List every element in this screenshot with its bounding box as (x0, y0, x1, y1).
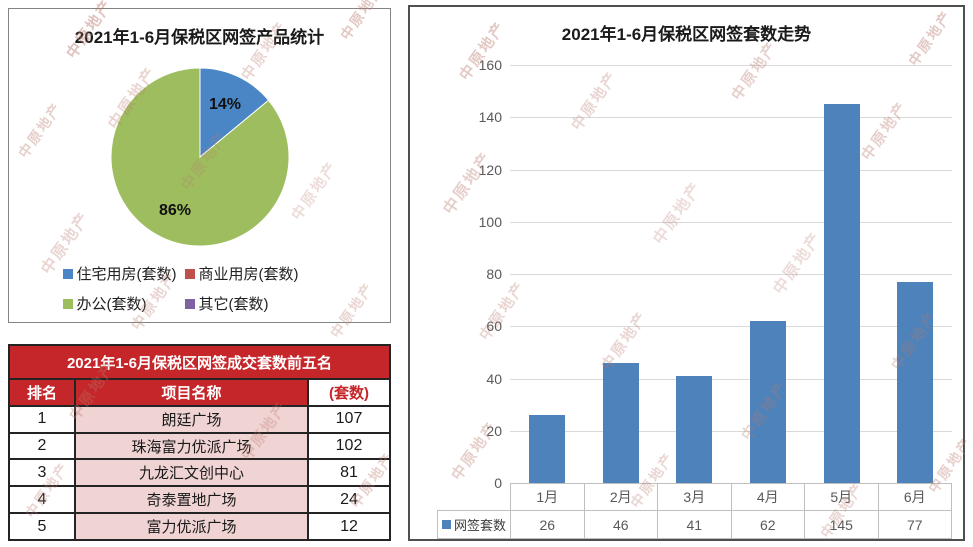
ranking-table-row: 3 九龙汇文创中心 81 (10, 458, 389, 486)
data-table-value-cell: 46 (583, 511, 658, 538)
ranking-cell-rank: 3 (10, 460, 74, 486)
gridline (510, 65, 952, 66)
x-axis-category-cell: 3月 (657, 484, 731, 510)
pie-legend: 住宅用房(套数) 商业用房(套数) 办公(套数) 其它(套数) (9, 263, 390, 314)
y-axis-tick-label: 20 (486, 422, 502, 439)
ranking-header-project: 项目名称 (74, 380, 307, 405)
ranking-table-row: 5 富力优派广场 12 (10, 512, 389, 539)
trend-chart-panel: 2021年1-6月保税区网签套数走势 1月 2月 3月 4月 5月 6月 26 46 41 62… (408, 5, 965, 541)
pie-legend-label: 住宅用房(套数) (76, 266, 177, 283)
trend-chart-title: 2021年1-6月保税区网签套数走势 (561, 25, 812, 44)
data-table-value-row: 26 46 41 62 145 77 (510, 510, 952, 539)
x-axis-category-cell: 6月 (877, 484, 952, 510)
y-axis-tick-label: 80 (486, 266, 502, 282)
ranking-cell-project: 朗廷广场 (74, 406, 307, 432)
pie-legend-swatch-icon (184, 268, 195, 279)
y-axis-tick-label: 0 (494, 475, 502, 491)
x-axis-category-cell: 1月 (536, 489, 559, 505)
pie-slice (110, 67, 289, 247)
ranking-table-title: 2021年1-6月保税区网签成交套数前五名 (10, 346, 389, 378)
ranking-header-count: (套数) (307, 380, 389, 405)
gridline (510, 326, 952, 328)
y-axis-tick-label: 100 (478, 213, 502, 230)
ranking-cell-rank: 2 (10, 433, 74, 459)
pie-legend-item: 住宅用房(套数) (62, 263, 185, 284)
pie-chart-title: 2021年1-6月保税区网签产品统计 (74, 28, 325, 47)
pie-legend-item: 其它(套数) (184, 293, 337, 314)
pie-slice-label: 86% (158, 202, 190, 219)
ranking-cell-project: 奇泰置地广场 (74, 487, 307, 513)
pie-legend-label: 商业用房(套数) (198, 266, 299, 283)
bar (897, 281, 934, 483)
pie-slice (199, 67, 269, 159)
gridline (510, 274, 952, 275)
gridline (510, 169, 952, 171)
bar (749, 321, 786, 483)
bar (676, 375, 713, 483)
data-table-value-cell: 77 (877, 511, 952, 538)
ranking-cell-count: 12 (307, 514, 389, 539)
y-axis-tick-label: 120 (478, 161, 502, 178)
pie-slice-label: 14% (208, 96, 240, 113)
ranking-cell-project: 富力优派广场 (74, 514, 307, 539)
bar (528, 415, 565, 483)
ranking-cell-count: 102 (307, 433, 389, 459)
pie-legend-item: 商业用房(套数) (184, 263, 337, 284)
series-legend-swatch-icon (441, 520, 451, 529)
pie-legend-label: 办公(套数) (76, 296, 147, 313)
data-table-value-cell: 62 (730, 511, 805, 538)
pie-legend-label: 其它(套数) (198, 296, 269, 313)
ranking-cell-count: 81 (307, 460, 389, 486)
pie-legend-swatch-icon (62, 298, 73, 309)
series-legend-label: 网签套数 (453, 518, 506, 533)
pie-legend-swatch-icon (62, 268, 73, 279)
y-axis-tick-label: 40 (486, 370, 502, 387)
x-axis-category-cell: 4月 (730, 484, 805, 510)
data-table-value-cell: 41 (657, 511, 731, 538)
gridline (510, 378, 952, 380)
pie-legend-swatch-icon (184, 298, 195, 309)
pie-chart-panel: 2021年1-6月保税区网签产品统计 14% 86% 住宅用房(套数) 商业用房(套… (8, 8, 391, 323)
ranking-cell-rank: 1 (10, 406, 74, 432)
ranking-table-row: 4 奇泰置地广场 24 (10, 485, 389, 513)
pie-chart: 14% 86% (110, 67, 289, 247)
data-table-value-cell: 26 (539, 516, 556, 533)
y-axis-tick-label: 140 (478, 109, 502, 126)
series-legend-cell: 网签套数 (437, 510, 511, 539)
gridline (510, 117, 952, 119)
y-axis-tick-label: 160 (478, 57, 502, 73)
ranking-table: 2021年1-6月保税区网签成交套数前五名 排名 项目名称 (套数) 1 朗廷广场… (8, 344, 391, 541)
gridline (510, 430, 952, 432)
ranking-cell-rank: 5 (10, 514, 74, 539)
ranking-header-rank: 排名 (10, 380, 74, 405)
pie-legend-item: 办公(套数) (62, 293, 185, 314)
bar (602, 362, 639, 483)
ranking-cell-rank: 4 (10, 487, 74, 513)
x-axis-category-row: 1月 2月 3月 4月 5月 6月 (510, 483, 952, 511)
ranking-cell-count: 107 (307, 406, 389, 432)
ranking-cell-project: 九龙汇文创中心 (74, 460, 307, 486)
bar (823, 104, 860, 483)
x-axis-category-cell: 2月 (583, 484, 658, 510)
ranking-cell-project: 珠海富力优派广场 (74, 433, 307, 459)
ranking-table-row: 2 珠海富力优派广场 102 (10, 431, 389, 459)
bar-plot-area (510, 65, 952, 483)
ranking-table-row: 1 朗廷广场 107 (10, 404, 389, 432)
ranking-table-header-row: 排名 项目名称 (套数) (10, 378, 389, 405)
gridline (510, 221, 952, 223)
y-axis-tick-label: 60 (486, 318, 502, 335)
ranking-cell-count: 24 (307, 487, 389, 513)
x-axis-category-cell: 5月 (804, 484, 878, 510)
data-table-value-cell: 145 (804, 511, 878, 538)
